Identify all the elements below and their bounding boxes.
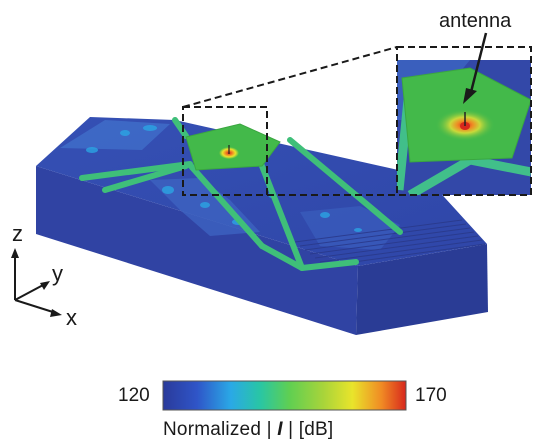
colorbar-title: Normalized | I | [dB] [163,420,333,439]
colorbar [163,381,406,410]
zoom-inset [397,47,531,195]
colorbar-max-label: 170 [415,386,447,405]
colorbar-title-suffix: | [dB] [283,419,334,440]
axis-y-label: y [52,263,63,285]
axis-z-label: z [12,223,23,245]
colorbar-min-label: 120 [118,386,150,405]
antenna-label: antenna [439,11,511,31]
axis-x-label: x [66,307,77,329]
colorbar-title-prefix: Normalized | [163,419,277,440]
